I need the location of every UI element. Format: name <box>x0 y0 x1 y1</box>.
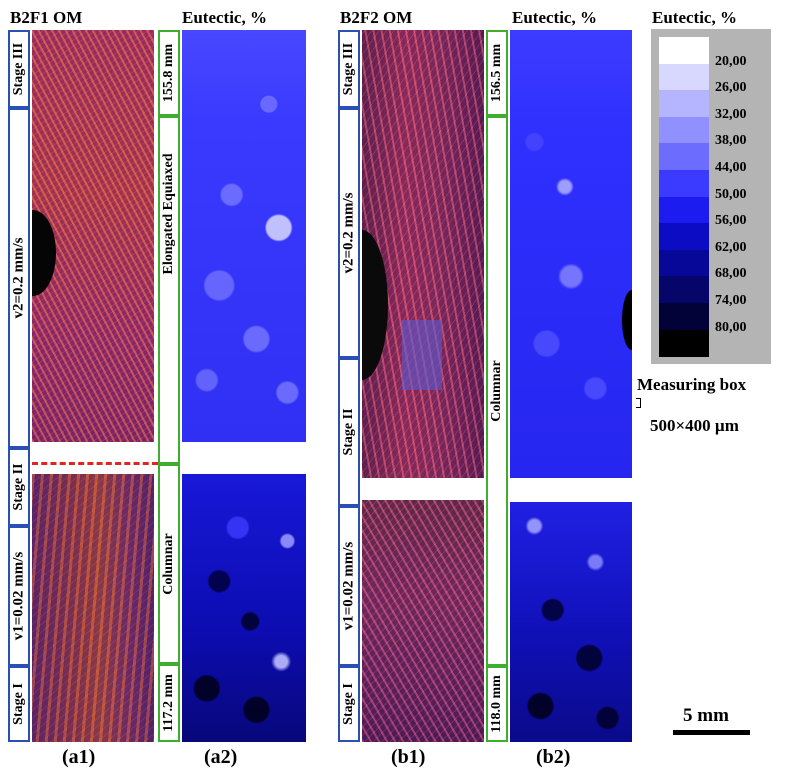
panel-b-v1-box: v1=0.02 mm/s <box>338 506 360 666</box>
measuring-box-label: Measuring box <box>637 375 747 394</box>
legend-level-label: 68,00 <box>715 266 747 282</box>
legend-swatch <box>659 329 709 357</box>
panel-a-bottom-mm-box: 117.2 mm <box>158 664 180 742</box>
panel-a-om-lower-image <box>32 474 154 742</box>
scale-bar <box>673 730 750 735</box>
scale-bar-label: 5 mm <box>683 705 729 726</box>
panel-b-eutectic-caption: (b2) <box>536 746 571 768</box>
legend-swatch <box>659 37 709 65</box>
panel-a-eutectic-title: Eutectic, % <box>182 8 267 27</box>
legend-level-label: 50,00 <box>715 186 747 202</box>
panel-b-om-title: B2F2 OM <box>340 8 413 27</box>
panel-b-top-mm-box: 156.5 mm <box>486 30 508 116</box>
legend-swatch <box>659 63 709 91</box>
legend-level-label: 80,00 <box>715 319 747 335</box>
legend-level-label: 20,00 <box>715 53 747 69</box>
panel-b-stage1-label: Stage I <box>341 683 356 725</box>
legend-swatch <box>659 223 709 251</box>
legend-level-label: 32,00 <box>715 106 747 122</box>
panel-a-v1-box: v1=0.02 mm/s <box>8 526 30 666</box>
panel-b-bottom-mm-box: 118.0 mm <box>486 666 508 742</box>
panel-b-blue-region <box>402 320 442 390</box>
panel-b-map-cavity <box>622 290 632 350</box>
panel-a-om-title: B2F1 OM <box>10 8 83 27</box>
panel-b-om-lower-image <box>362 500 484 742</box>
panel-b-eutectic-lower-map <box>510 502 632 742</box>
panel-b-eutectic-upper-map <box>510 30 632 478</box>
panel-b-v2-label: v2=0.2 mm/s <box>340 192 357 274</box>
measuring-box-size: 500×400 µm <box>650 416 739 435</box>
legend-swatch <box>659 196 709 224</box>
panel-b-top-mm: 156.5 mm <box>489 43 504 103</box>
legend-swatch <box>659 90 709 118</box>
panel-a-stage2-box: Stage II <box>8 448 30 526</box>
legend-swatch <box>659 276 709 304</box>
panel-a-stage3-box: Stage III <box>8 30 30 108</box>
panel-b-stage3-box: Stage III <box>338 30 360 108</box>
panel-b-cavity <box>362 230 388 380</box>
panel-b-bottom-mm: 118.0 mm <box>489 675 504 733</box>
panel-a-top-mm: 155.8 mm <box>161 43 176 103</box>
panel-b-v1-label: v1=0.02 mm/s <box>340 541 357 631</box>
panel-a-v1-label: v1=0.02 mm/s <box>10 551 27 641</box>
legend-swatch <box>659 249 709 277</box>
legend-swatch <box>659 303 709 331</box>
panel-a-stage2-label: Stage II <box>11 463 26 511</box>
panel-b-om-caption: (b1) <box>391 746 426 768</box>
panel-b-zone: Columnar <box>489 360 504 422</box>
legend-swatch <box>659 116 709 144</box>
legend-swatch <box>659 170 709 198</box>
panel-b-om-upper-image <box>362 30 484 478</box>
panel-a-stage-separator <box>32 462 158 465</box>
panel-a-zone-lower-box: Columnar <box>158 464 180 664</box>
panel-b-eutectic-title: Eutectic, % <box>512 8 597 27</box>
panel-a-v2-label: v2=0.2 mm/s <box>10 237 27 319</box>
legend-level-label: 38,00 <box>715 133 747 149</box>
panel-a-zone-lower: Columnar <box>161 533 176 595</box>
panel-a-zone-upper-box: Elongated Equiaxed <box>158 116 180 464</box>
panel-a-v2-box: v2=0.2 mm/s <box>8 108 30 448</box>
panel-a-stage1-label: Stage I <box>11 683 26 725</box>
panel-b-v2-box: v2=0.2 mm/s <box>338 108 360 358</box>
panel-a-eutectic-upper-map <box>182 30 306 442</box>
legend-level-label: 62,00 <box>715 239 747 255</box>
panel-a-stage1-box: Stage I <box>8 666 30 742</box>
panel-a-stage3-label: Stage III <box>11 42 26 96</box>
legend-swatch <box>659 143 709 171</box>
panel-a-om-caption: (a1) <box>62 746 96 768</box>
panel-b-stage3-label: Stage III <box>341 42 356 96</box>
panel-a-bottom-mm: 117.2 mm <box>161 674 176 732</box>
legend-level-label: 74,00 <box>715 293 747 308</box>
measuring-box-marker <box>636 398 641 408</box>
panel-b-stage2-box: Stage II <box>338 358 360 506</box>
panel-a-eutectic-caption: (a2) <box>204 746 238 768</box>
panel-a-zone-upper: Elongated Equiaxed <box>161 153 176 275</box>
panel-a-eutectic-lower-map <box>182 474 306 742</box>
legend-level-label: 26,00 <box>715 80 747 96</box>
panel-b-stage2-label: Stage II <box>341 408 356 456</box>
legend-title: Eutectic, % <box>652 8 737 27</box>
panel-a-om-upper-image <box>32 30 154 442</box>
legend-level-label: 44,00 <box>715 160 747 175</box>
panel-a-top-mm-box: 155.8 mm <box>158 30 180 116</box>
panel-a-cavity <box>32 210 56 296</box>
panel-b-stage1-box: Stage I <box>338 666 360 742</box>
panel-b-zone-box: Columnar <box>486 116 508 666</box>
legend-colorbar: 20,00 26,00 32,00 38,00 44,00 50,00 56,00 62,00… <box>651 29 771 364</box>
legend-level-label: 56,00 <box>715 213 747 229</box>
